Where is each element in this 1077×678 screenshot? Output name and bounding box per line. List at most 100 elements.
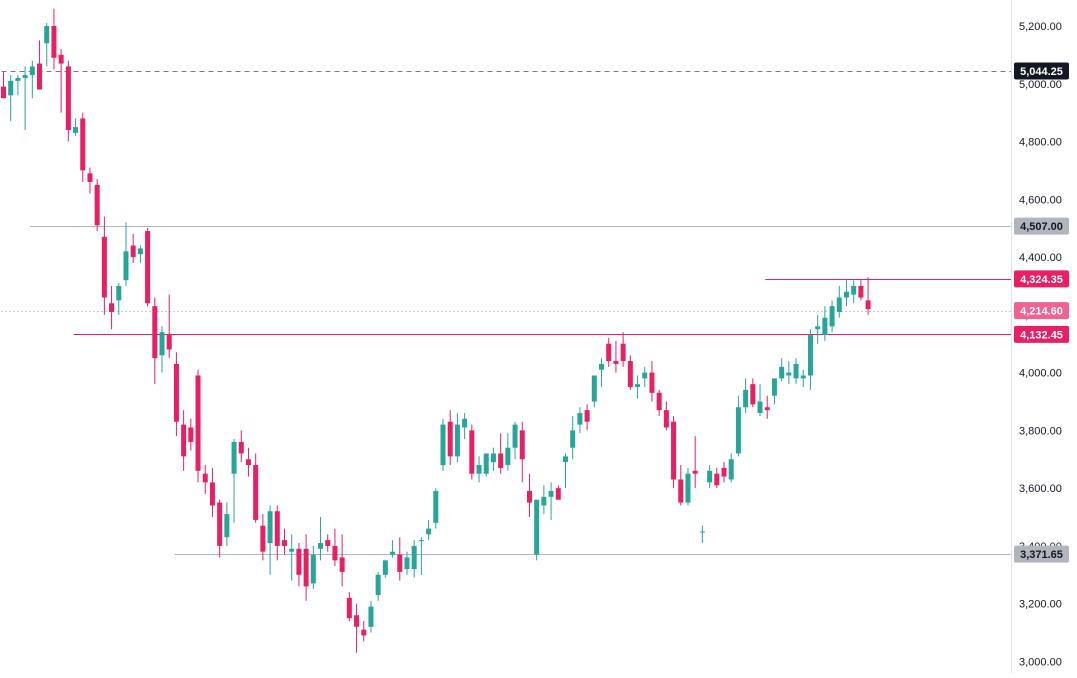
candle[interactable] <box>281 528 287 555</box>
candle[interactable] <box>714 467 720 489</box>
candle[interactable] <box>483 453 489 477</box>
candle[interactable] <box>411 540 417 578</box>
candle[interactable] <box>152 297 158 385</box>
candle[interactable] <box>858 280 864 301</box>
candle[interactable] <box>447 410 453 466</box>
candle[interactable] <box>217 499 223 558</box>
candle[interactable] <box>231 439 237 523</box>
candle[interactable] <box>843 280 849 307</box>
candle[interactable] <box>15 75 21 96</box>
candle[interactable] <box>354 603 360 653</box>
candle[interactable] <box>310 545 316 590</box>
candle[interactable] <box>130 233 136 263</box>
candle[interactable] <box>101 216 107 315</box>
candle[interactable] <box>599 358 605 388</box>
candle[interactable] <box>37 40 43 90</box>
candle[interactable] <box>346 592 352 622</box>
candle[interactable] <box>505 433 511 471</box>
candle[interactable] <box>145 228 151 307</box>
candle[interactable] <box>368 600 374 633</box>
candle[interactable] <box>829 300 835 333</box>
candle[interactable] <box>209 467 215 518</box>
candle[interactable] <box>188 418 194 451</box>
candle[interactable] <box>361 621 367 642</box>
candle[interactable] <box>195 369 201 483</box>
candle[interactable] <box>202 465 208 494</box>
candle[interactable] <box>743 378 749 414</box>
candle[interactable] <box>649 361 655 402</box>
candle[interactable] <box>642 366 648 388</box>
candle[interactable] <box>433 488 439 529</box>
candle[interactable] <box>303 534 309 601</box>
candle[interactable] <box>757 384 763 416</box>
candle[interactable] <box>635 375 641 399</box>
candle[interactable] <box>260 514 266 561</box>
candle[interactable] <box>65 60 71 142</box>
candle[interactable] <box>22 66 28 130</box>
candle[interactable] <box>836 285 842 318</box>
candle[interactable] <box>793 358 799 385</box>
candle[interactable] <box>109 285 115 330</box>
candle[interactable] <box>332 528 338 567</box>
candle[interactable] <box>267 505 273 575</box>
candle[interactable] <box>224 502 230 546</box>
price-badge[interactable]: 4,324.35 <box>1014 270 1069 288</box>
candle[interactable] <box>771 378 777 405</box>
candle[interactable] <box>238 430 244 463</box>
candle[interactable] <box>87 167 93 194</box>
candle[interactable] <box>534 499 540 561</box>
candle[interactable] <box>123 222 129 286</box>
candle[interactable] <box>490 447 496 471</box>
candle[interactable] <box>671 415 677 489</box>
candle[interactable] <box>73 118 79 136</box>
candle[interactable] <box>512 421 518 460</box>
candle[interactable] <box>815 314 821 344</box>
candle[interactable] <box>289 534 295 581</box>
candle[interactable] <box>678 465 684 506</box>
candle[interactable] <box>476 456 482 483</box>
price-badge[interactable]: 4,132.45 <box>1014 325 1069 343</box>
price-badge[interactable]: 4,507.00 <box>1014 217 1069 235</box>
candle[interactable] <box>440 418 446 471</box>
candle[interactable] <box>339 534 345 587</box>
candle[interactable] <box>555 485 561 500</box>
candle[interactable] <box>584 404 590 431</box>
candle[interactable] <box>116 283 122 315</box>
candle[interactable] <box>735 395 741 457</box>
candle[interactable] <box>865 277 871 315</box>
candle[interactable] <box>397 537 403 581</box>
candle[interactable] <box>764 395 770 419</box>
candle[interactable] <box>8 75 14 122</box>
candle[interactable] <box>1 72 6 99</box>
candle[interactable] <box>577 407 583 434</box>
candle[interactable] <box>94 179 100 232</box>
candle[interactable] <box>620 332 626 367</box>
candle[interactable] <box>462 413 468 440</box>
candle[interactable] <box>707 465 713 489</box>
price-badge[interactable]: 4,214.60 <box>1014 302 1069 320</box>
candle[interactable] <box>562 453 568 489</box>
candle[interactable] <box>325 534 331 552</box>
candle[interactable] <box>426 519 432 541</box>
candle[interactable] <box>750 378 756 408</box>
candle[interactable] <box>80 112 86 182</box>
candle[interactable] <box>627 355 633 390</box>
candle[interactable] <box>390 540 396 558</box>
candle[interactable] <box>786 361 792 385</box>
candle[interactable] <box>570 415 576 460</box>
candle[interactable] <box>519 421 525 483</box>
candle[interactable] <box>613 340 619 373</box>
candle[interactable] <box>159 326 165 373</box>
price-badge[interactable]: 3,371.65 <box>1014 545 1069 563</box>
candle[interactable] <box>253 453 259 523</box>
candle[interactable] <box>721 462 727 483</box>
candle[interactable] <box>469 424 475 480</box>
candle[interactable] <box>296 543 302 587</box>
candle[interactable] <box>728 453 734 483</box>
candle[interactable] <box>245 447 251 477</box>
candle[interactable] <box>418 537 424 575</box>
candle[interactable] <box>591 375 597 408</box>
candle[interactable] <box>800 369 806 388</box>
